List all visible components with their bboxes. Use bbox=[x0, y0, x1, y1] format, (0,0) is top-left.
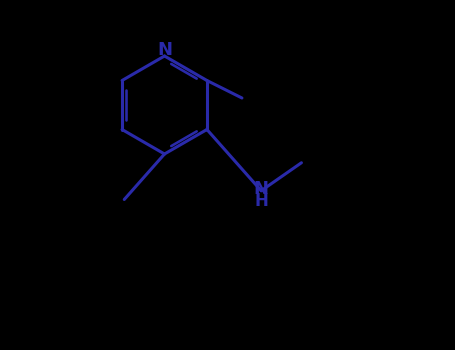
Text: N: N bbox=[157, 41, 172, 59]
Text: N: N bbox=[254, 180, 269, 198]
Text: H: H bbox=[254, 192, 268, 210]
